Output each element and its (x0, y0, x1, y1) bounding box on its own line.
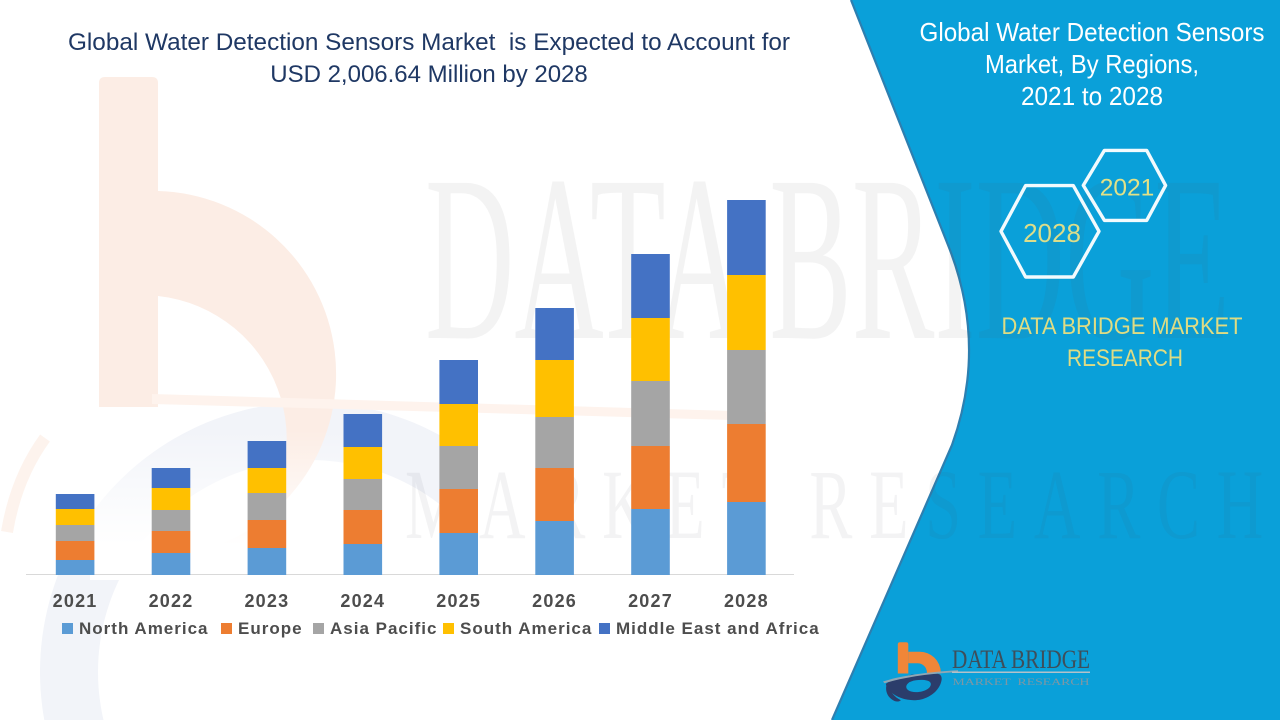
svg-text:2022: 2022 (149, 591, 194, 611)
svg-text:2027: 2027 (628, 591, 673, 611)
svg-text:2021: 2021 (53, 591, 98, 611)
svg-text:2028: 2028 (1023, 218, 1081, 248)
svg-text:2024: 2024 (340, 591, 385, 611)
svg-text:DATA BRIDGE MARKET: DATA BRIDGE MARKET (1002, 313, 1243, 340)
svg-text:2021 to 2028: 2021 to 2028 (1021, 81, 1163, 111)
svg-text:South America: South America (460, 619, 592, 638)
svg-text:Middle East and Africa: Middle East and Africa (616, 619, 820, 638)
svg-text:Market, By Regions,: Market, By Regions, (985, 49, 1199, 79)
svg-text:Europe: Europe (238, 619, 303, 638)
svg-text:2025: 2025 (436, 591, 481, 611)
svg-text:North America: North America (79, 619, 209, 638)
svg-text:Global Water Detection Sensors: Global Water Detection Sensors (920, 17, 1265, 47)
svg-text:Global Water Detection Sensors: Global Water Detection Sensors Market is… (68, 29, 790, 56)
svg-text:USD 2,006.64 Million by 2028: USD 2,006.64 Million by 2028 (270, 61, 588, 88)
svg-text:MARKET RESEARCH: MARKET RESEARCH (953, 678, 1090, 688)
svg-text:2021: 2021 (1100, 175, 1155, 202)
svg-text:2026: 2026 (532, 591, 577, 611)
svg-text:DATA BRIDGE: DATA BRIDGE (952, 645, 1090, 674)
svg-text:Asia Pacific: Asia Pacific (330, 619, 437, 638)
svg-text:2023: 2023 (244, 591, 289, 611)
svg-text:2028: 2028 (724, 591, 769, 611)
svg-text:RESEARCH: RESEARCH (1067, 345, 1183, 372)
